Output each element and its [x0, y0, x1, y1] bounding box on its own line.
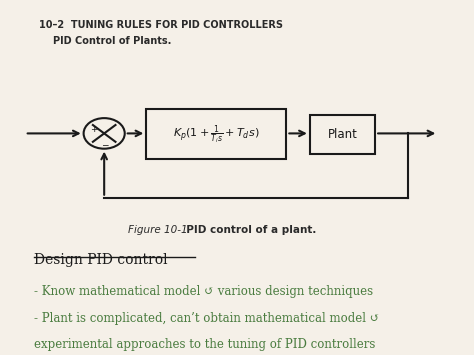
Text: PID Control of Plants.: PID Control of Plants. — [53, 36, 171, 46]
Text: +: + — [90, 125, 97, 134]
FancyBboxPatch shape — [310, 115, 375, 154]
FancyBboxPatch shape — [146, 109, 286, 159]
Text: Plant: Plant — [328, 128, 357, 141]
Text: PID control of a plant.: PID control of a plant. — [179, 225, 316, 235]
Text: $K_p(1 + \frac{1}{T_i s} + T_d s)$: $K_p(1 + \frac{1}{T_i s} + T_d s)$ — [173, 123, 260, 146]
Text: Design PID control: Design PID control — [34, 253, 168, 267]
Text: - Plant is complicated, can’t obtain mathematical model ↺: - Plant is complicated, can’t obtain mat… — [34, 312, 380, 325]
Text: 10–2  TUNING RULES FOR PID CONTROLLERS: 10–2 TUNING RULES FOR PID CONTROLLERS — [39, 21, 283, 31]
Text: −: − — [101, 140, 109, 149]
Circle shape — [83, 118, 125, 149]
Text: experimental approaches to the tuning of PID controllers: experimental approaches to the tuning of… — [34, 338, 375, 351]
Text: - Know mathematical model ↺ various design techniques: - Know mathematical model ↺ various desi… — [34, 285, 373, 297]
Text: Figure 10-1: Figure 10-1 — [128, 225, 187, 235]
